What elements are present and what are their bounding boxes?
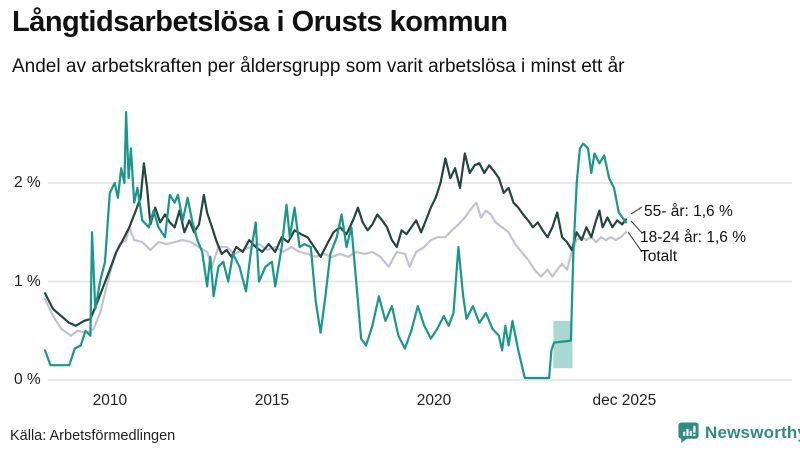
series-line-55-år [43, 152, 628, 327]
page-title: Långtidsarbetslösa i Orusts kommun [12, 6, 508, 38]
x-tick-label: 2015 [254, 392, 290, 409]
highlight-band [553, 320, 573, 369]
series-line-Totalt [43, 201, 628, 337]
series-end-label-Totalt: Totalt [640, 248, 678, 265]
x-tick-label: 2010 [92, 392, 128, 409]
brand-name: Newsworthy [705, 422, 800, 442]
label-connector-0 [630, 206, 643, 215]
source-note: Källa: Arbetsförmedlingen [10, 428, 176, 444]
label-connector-2 [627, 231, 643, 253]
page-subtitle: Andel av arbetskraften per åldersgrupp s… [12, 56, 625, 77]
newsworthy-logo[interactable]: Newsworthy [677, 421, 800, 444]
y-tick-label: 1 % [14, 272, 41, 290]
newsworthy-bubble-chart-icon [678, 422, 699, 444]
x-tick-label: 2020 [416, 392, 452, 409]
y-tick-label: 2 % [14, 174, 41, 191]
y-tick-label: 0 % [14, 371, 41, 388]
series-end-label-55-år: 55- år: 1,6 % [644, 203, 733, 220]
series-line-18-24år [43, 110, 628, 380]
series-end-label-18-24år: 18-24 år: 1,6 % [640, 229, 746, 246]
label-connector-1 [630, 220, 643, 234]
x-tick-label: dec 2025 [592, 392, 657, 409]
